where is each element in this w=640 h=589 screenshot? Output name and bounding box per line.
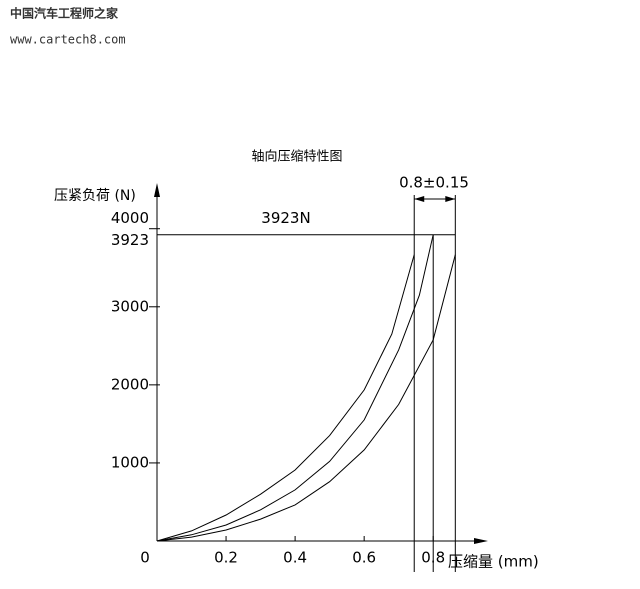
curve <box>156 254 415 542</box>
x-tick-label: 0.2 <box>214 549 238 567</box>
tolerance-annotation: 0.8±0.15 <box>399 174 469 192</box>
x-tick-label: 0.4 <box>283 549 307 567</box>
y-tick-label: 1000 <box>111 453 149 471</box>
curve <box>156 254 456 542</box>
curve <box>156 234 434 542</box>
x-axis-label: 压缩量 (mm) <box>448 553 539 571</box>
x-axis-arrow <box>474 538 488 544</box>
dim-arrow <box>445 196 456 202</box>
watermark-url: www.cartech8.com <box>10 33 126 47</box>
x-tick-label: 0 <box>140 549 150 567</box>
watermark-site: 中国汽车工程师之家 <box>10 6 119 21</box>
y-tick-label: 4000 <box>111 209 149 227</box>
y-tick-label: 3000 <box>111 297 149 315</box>
chart-title: 轴向压缩特性图 <box>251 149 342 165</box>
x-tick-label: 0.6 <box>352 549 376 567</box>
y-axis-arrow <box>154 183 160 197</box>
dim-arrow <box>414 196 425 202</box>
y-tick-label: 2000 <box>111 375 149 393</box>
y-tick-label: 3923 <box>111 231 149 249</box>
load-annotation: 3923N <box>261 209 310 227</box>
y-axis-label: 压紧负荷 (N) <box>54 188 136 204</box>
